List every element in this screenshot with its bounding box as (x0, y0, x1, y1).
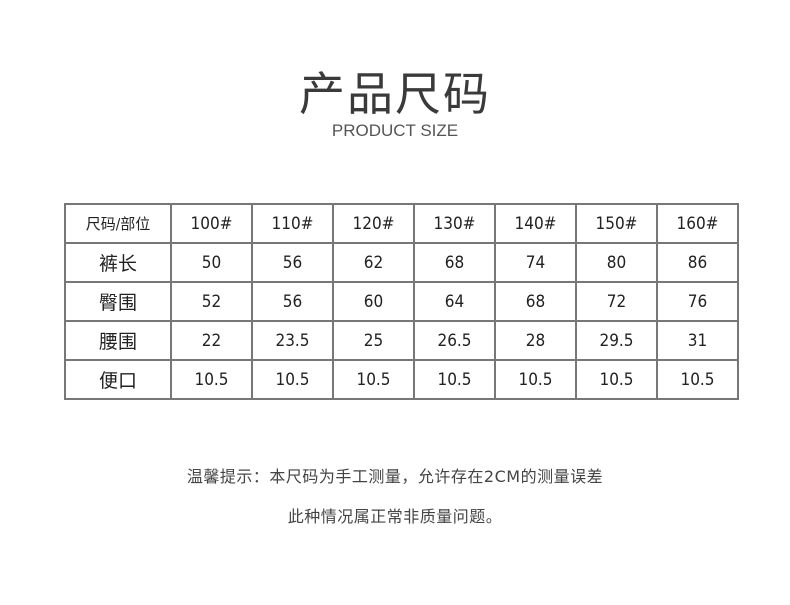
size-header-cell: 130# (413, 203, 496, 244)
value-cell: 10.5 (656, 359, 739, 400)
note-line-2: 此种情况属正常非质量问题。 (287, 507, 503, 526)
value-cell: 64 (413, 281, 496, 322)
table-row: 便口 10.5 10.5 10.5 10.5 10.5 10.5 10.5 (64, 359, 739, 400)
value-cell: 23.5 (251, 320, 334, 361)
value-cell: 68 (413, 242, 496, 283)
note-line-1: 温馨提示：本尺码为手工测量，允许存在2CM的测量误差 (186, 467, 604, 486)
value-cell: 56 (251, 242, 334, 283)
value-cell: 10.5 (332, 359, 415, 400)
value-cell: 22 (170, 320, 253, 361)
value-cell: 10.5 (494, 359, 577, 400)
value-cell: 26.5 (413, 320, 496, 361)
value-cell: 10.5 (251, 359, 334, 400)
table-corner-cell: 尺码/部位 (64, 203, 172, 244)
value-cell: 10.5 (575, 359, 658, 400)
value-cell: 52 (170, 281, 253, 322)
value-cell: 86 (656, 242, 739, 283)
row-label-cell: 便口 (64, 359, 172, 400)
table-header-row: 尺码/部位 100# 110# 120# 130# 140# 150# 160# (64, 203, 739, 244)
value-cell: 60 (332, 281, 415, 322)
value-cell: 76 (656, 281, 739, 322)
value-cell: 56 (251, 281, 334, 322)
value-cell: 62 (332, 242, 415, 283)
table-row: 裤长 50 56 62 68 74 80 86 (64, 242, 739, 283)
value-cell: 74 (494, 242, 577, 283)
row-label-cell: 臀围 (64, 281, 172, 322)
value-cell: 29.5 (575, 320, 658, 361)
value-cell: 50 (170, 242, 253, 283)
value-cell: 10.5 (413, 359, 496, 400)
value-cell: 25 (332, 320, 415, 361)
value-cell: 31 (656, 320, 739, 361)
table-row: 臀围 52 56 60 64 68 72 76 (64, 281, 739, 322)
page-title: 产品尺码 (299, 67, 491, 121)
table-row: 腰围 22 23.5 25 26.5 28 29.5 31 (64, 320, 739, 361)
value-cell: 68 (494, 281, 577, 322)
value-cell: 28 (494, 320, 577, 361)
size-header-cell: 160# (656, 203, 739, 244)
page-subtitle: PRODUCT SIZE (331, 121, 459, 140)
row-label-cell: 腰围 (64, 320, 172, 361)
size-header-cell: 120# (332, 203, 415, 244)
value-cell: 80 (575, 242, 658, 283)
size-header-cell: 100# (170, 203, 253, 244)
value-cell: 10.5 (170, 359, 253, 400)
size-header-cell: 140# (494, 203, 577, 244)
size-header-cell: 110# (251, 203, 334, 244)
value-cell: 72 (575, 281, 658, 322)
size-header-cell: 150# (575, 203, 658, 244)
row-label-cell: 裤长 (64, 242, 172, 283)
size-table: 尺码/部位 100# 110# 120# 130# 140# 150# 160# 裤长 50 56 6… (64, 203, 739, 400)
